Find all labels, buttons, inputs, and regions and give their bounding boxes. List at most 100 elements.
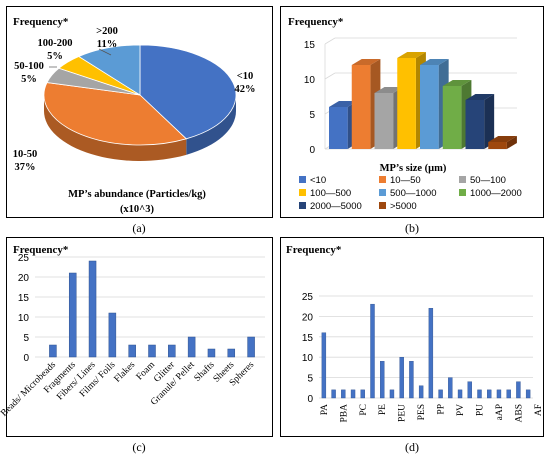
bar-d-20 <box>516 381 521 399</box>
xtick-d-8: PU <box>476 404 486 416</box>
pie-label-0: <10 <box>237 71 253 82</box>
chart-c-title: Frequency* <box>13 244 69 256</box>
pie-pct-1: 37% <box>15 162 36 173</box>
ytick-b-3: 15 <box>304 40 316 51</box>
legend-b-swatch-3 <box>299 189 306 196</box>
xtick-d-7: PV <box>456 404 466 416</box>
bar-d-0 <box>321 332 327 399</box>
d-ytick-1: 5 <box>307 374 313 385</box>
legend-b-swatch-1 <box>379 176 386 183</box>
panel-a: Frequency* <10 42% 10-50 37% 50-100 5% 100-200… <box>6 6 273 218</box>
d-ytick-2: 10 <box>302 353 314 364</box>
ytick-b-1: 5 <box>309 110 315 121</box>
bar-b-0 <box>329 107 348 149</box>
chart-a-xlabel: MP’s abundance (Particles/kg) <box>68 189 206 200</box>
bar-d-3 <box>350 389 356 399</box>
caption-a: (a) <box>132 221 146 235</box>
legend-b-swatch-6 <box>299 202 306 209</box>
c-ytick-1: 5 <box>23 333 29 344</box>
grid-diag-2 <box>324 72 336 80</box>
xtick-d-1: PBA <box>339 404 349 423</box>
pie-label-4: >200 <box>96 26 118 37</box>
caption-b: (b) <box>405 221 419 235</box>
legend-b-swatch-5 <box>459 189 466 196</box>
bar-c-10 <box>247 336 255 358</box>
bar-d-14 <box>457 389 463 399</box>
legend-b-label-7: >5000 <box>390 201 417 212</box>
ytick-b-0: 0 <box>309 145 315 156</box>
chart-d-title: Frequency* <box>286 244 342 256</box>
xtick-d-0: PA <box>320 404 330 415</box>
d-ytick-5: 25 <box>302 292 314 303</box>
bar-d-8 <box>399 356 404 399</box>
bar-b-side-6 <box>484 94 495 149</box>
bar-b-top-5 <box>442 80 472 86</box>
bar-d-5 <box>370 303 375 399</box>
bar-d-7 <box>389 389 395 399</box>
bar-c-2 <box>88 260 97 358</box>
pie-label-2: 50-100 <box>14 61 44 72</box>
bar-b-2 <box>374 93 394 149</box>
bar-b-4 <box>420 65 439 149</box>
legend-b-label-5: 1000—2000 <box>470 188 522 199</box>
bar-b-6 <box>465 100 485 149</box>
bar-b-top-6 <box>465 94 495 100</box>
xtick-c-4: Flakes <box>113 360 138 385</box>
bar-d-13 <box>448 377 453 399</box>
bar-b-7 <box>488 142 507 149</box>
d-ytick-3: 15 <box>302 333 314 344</box>
bar-c-5 <box>148 344 156 358</box>
bar-d-2 <box>341 389 346 399</box>
bar-c-7 <box>187 336 196 358</box>
bar-b-top-7 <box>488 136 517 142</box>
legend-b-label-2: 50—100 <box>470 175 506 186</box>
bar-b-top-2 <box>374 87 404 93</box>
pie-label-1: 10-50 <box>13 149 38 160</box>
bar-d-4 <box>360 389 365 399</box>
xtick-d-3: PE <box>378 404 388 415</box>
chart-b-title: Frequency* <box>288 16 344 28</box>
c-ytick-4: 20 <box>18 273 30 284</box>
xtick-d-11: AF <box>534 404 544 416</box>
xtick-d-4: PEU <box>398 404 408 422</box>
legend-b-label-3: 100—500 <box>310 188 351 199</box>
bar-d-10 <box>418 385 424 399</box>
bar-d-16 <box>477 389 482 399</box>
pie-label-3: 100-200 <box>38 38 73 49</box>
pie-pct-4: 11% <box>97 39 117 50</box>
bar-d-21 <box>525 389 531 399</box>
d-ytick-0: 0 <box>307 394 313 405</box>
bar-d-18 <box>496 389 502 399</box>
pie-pct-3: 5% <box>47 51 63 62</box>
pie-pct-0: 42% <box>235 84 256 95</box>
bar-d-1 <box>331 389 336 399</box>
bar-b-side-7 <box>506 136 517 149</box>
legend-b-label-6: 2000—5000 <box>310 201 362 212</box>
bar-chart-b: Frequency* 0 5 10 15 MP’s size (μm) <10 10—5… <box>288 16 522 212</box>
pie-slice-1 <box>43 82 188 146</box>
panel-d: Frequency* 0 5 10 15 20 25 PA PBA PC PE PEU PES PP PV… <box>280 237 544 437</box>
bar-b-1 <box>351 65 371 149</box>
bar-d-12 <box>438 389 443 399</box>
pie-side-0 <box>186 95 236 155</box>
bar-d-6 <box>380 361 385 399</box>
bar-b-5 <box>442 86 462 149</box>
caption-c: (c) <box>132 440 146 454</box>
pie-chart-a: Frequency* <1042%10-5037%50-1005%100-200… <box>13 16 256 215</box>
c-ytick-3: 15 <box>18 293 30 304</box>
xtick-d-2: PC <box>359 404 369 416</box>
xtick-d-10: ABS <box>514 404 524 422</box>
legend-b-swatch-0 <box>299 176 306 183</box>
bar-d-15 <box>467 381 472 399</box>
panel-c: Frequency* 0 5 10 15 20 25 Beads/ Microbeads Fr… <box>0 237 273 437</box>
c-ytick-0: 0 <box>23 353 29 364</box>
bar-c-1 <box>68 272 77 358</box>
xtick-d-6: PP <box>437 404 447 415</box>
bar-c-9 <box>227 348 236 358</box>
legend-b-label-4: 500—1000 <box>390 188 436 199</box>
pie-pct-2: 5% <box>21 74 37 85</box>
bar-d-17 <box>487 389 492 399</box>
chart-b-xlabel: MP’s size (μm) <box>380 163 447 174</box>
legend-b-label-0: <10 <box>310 175 326 186</box>
